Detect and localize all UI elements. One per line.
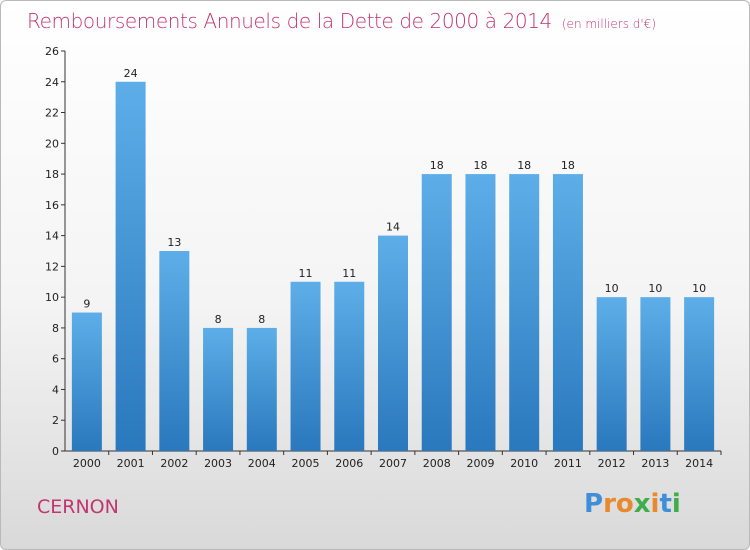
x-tick-label: 2011 [554,457,582,470]
bar-2000 [71,312,102,451]
data-label: 8 [258,313,265,326]
bar-2006 [334,281,365,451]
y-tick-label: 4 [52,383,59,396]
logo-letter: t [659,489,672,519]
logo-letter: i [671,489,681,519]
y-tick-label: 10 [45,291,59,304]
logo-letter: P [584,489,604,519]
x-tick-label: 2005 [292,457,320,470]
bar-2001 [115,81,146,452]
y-tick-label: 18 [45,168,59,181]
bar-2014 [684,297,715,451]
x-tick-label: 2003 [204,457,232,470]
data-label: 18 [561,159,575,172]
data-label: 9 [83,298,90,311]
data-label: 24 [124,67,138,80]
logo-letter: o [615,489,634,519]
chart-unit: (en milliers d'€) [561,17,656,31]
data-label: 8 [215,313,222,326]
bar-2010 [509,174,540,452]
x-tick-label: 2002 [160,457,188,470]
logo-letter: i [650,489,660,519]
data-label: 10 [605,282,619,295]
y-tick-label: 0 [52,445,59,458]
x-tick-label: 2007 [379,457,407,470]
bar-2003 [203,327,234,451]
logo-letter: r [603,489,616,519]
data-label: 11 [299,267,313,280]
y-tick-label: 12 [45,260,59,273]
bar-2008 [421,174,452,452]
y-tick-label: 8 [52,322,59,335]
logo-letter: x [633,489,651,519]
y-tick-label: 24 [45,76,59,89]
city-name: CERNON [37,496,119,518]
data-label: 10 [692,282,706,295]
chart-title-text: Remboursements Annuels de la Dette de 20… [27,9,552,33]
y-tick-label: 6 [52,353,59,366]
bar-2004 [246,327,277,451]
x-tick-label: 2004 [248,457,276,470]
x-tick-label: 2006 [335,457,363,470]
bar-2013 [640,297,671,451]
bar-2011 [552,174,583,452]
y-tick-label: 14 [45,230,59,243]
y-tick-label: 16 [45,199,59,212]
bar-2012 [596,297,627,451]
data-label: 13 [167,236,181,249]
data-label: 18 [430,159,444,172]
bar-2009 [465,174,496,452]
y-tick-label: 20 [45,137,59,150]
bar-2002 [159,251,190,451]
x-tick-label: 2012 [598,457,626,470]
x-tick-label: 2000 [73,457,101,470]
chart-title: Remboursements Annuels de la Dette de 20… [27,9,656,33]
bar-2007 [378,235,408,451]
data-label: 18 [473,159,487,172]
x-tick-label: 2009 [466,457,494,470]
chart-bars [71,81,715,452]
data-label: 10 [648,282,662,295]
data-label: 11 [342,267,356,280]
y-tick-label: 26 [45,45,59,58]
y-tick-label: 22 [45,107,59,120]
chart-labels: 9 24 13 8 8 11 11 14 18 18 18 18 10 10 10 [83,67,706,326]
x-tick-label: 2010 [510,457,538,470]
data-label: 14 [386,221,400,234]
x-tick-label: 2013 [641,457,669,470]
proxiti-logo[interactable]: Proxiti [584,489,681,519]
bar-2005 [290,281,321,451]
y-tick-label: 2 [52,414,59,427]
x-tick-label: 2001 [117,457,145,470]
data-label: 18 [517,159,531,172]
x-tick-label: 2008 [423,457,451,470]
x-tick-label: 2014 [685,457,713,470]
